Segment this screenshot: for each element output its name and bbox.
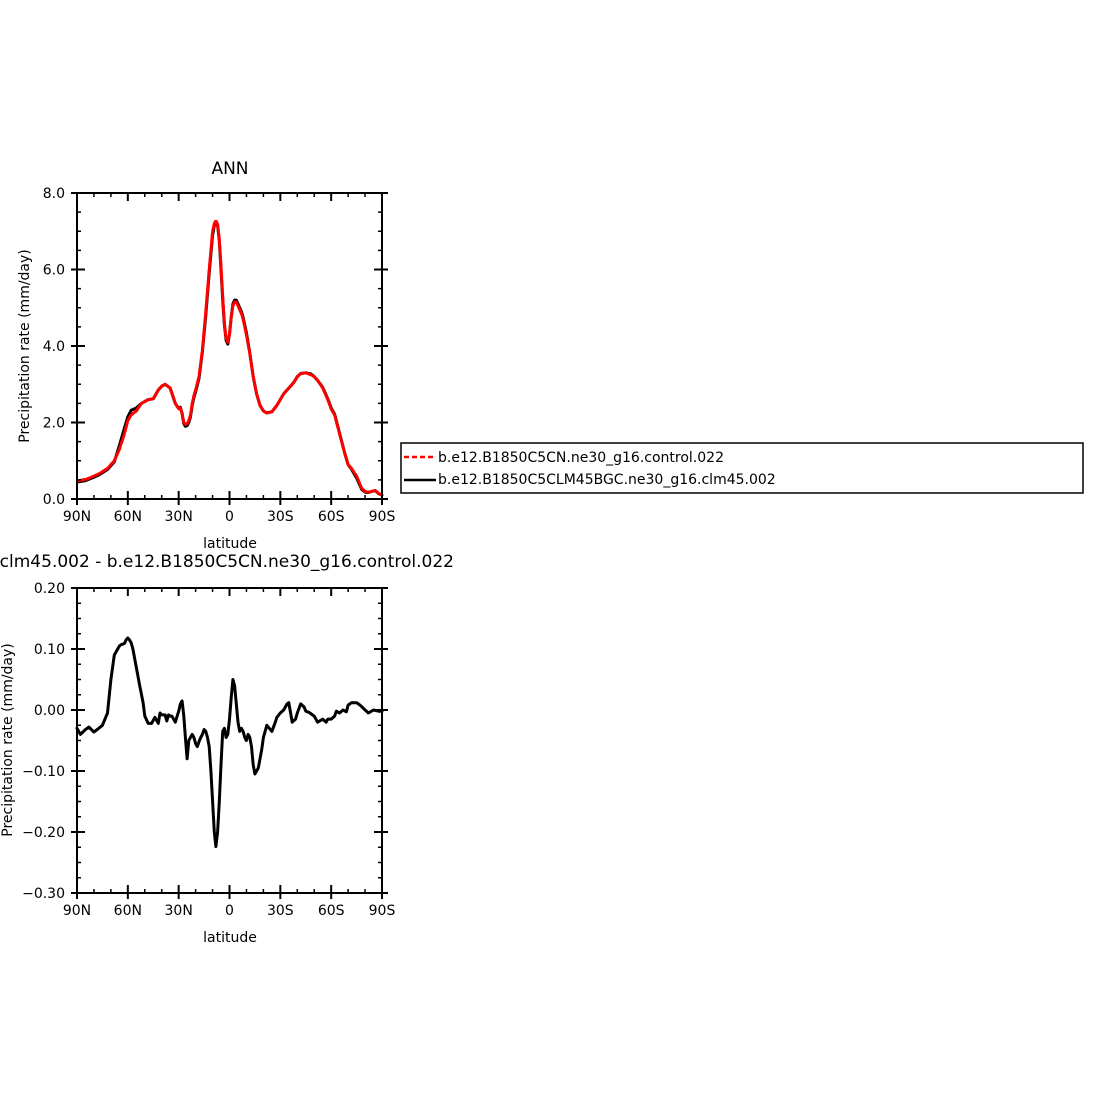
x-tick-label: 60S — [318, 509, 345, 525]
y-tick-label: 0.10 — [34, 642, 65, 658]
y-axis-label: Precipitation rate (mm/day) — [17, 249, 33, 443]
y-tick-label: −0.10 — [22, 764, 65, 780]
series-line-clm45 — [77, 220, 384, 497]
legend: b.e12.B1850C5CN.ne30_g16.control.022 b.e… — [400, 442, 1084, 494]
plot-frame — [76, 587, 383, 894]
mean-precipitation-panel: ANN 90N 60N 30N 0 30S 60S 90S 0.0 2.0 4.0 6.0 8.0 l… — [17, 159, 395, 552]
y-tick-label: 0.00 — [34, 703, 65, 719]
x-tick-label: 30N — [165, 903, 193, 919]
x-tick-label: 90S — [369, 509, 396, 525]
x-tick-label: 60S — [318, 903, 345, 919]
x-tick-label: 60N — [114, 903, 142, 919]
y-tick-label: 0.0 — [43, 492, 65, 508]
difference-panel: b.e12.B1850C5CLM45BGC.ne30_g16.clm45.002… — [0, 552, 454, 946]
legend-box — [400, 442, 1084, 494]
series-line-control — [77, 219, 384, 497]
x-tick-label: 90N — [63, 509, 91, 525]
x-tick-label: 0 — [225, 903, 234, 919]
y-tick-label: 2.0 — [43, 416, 65, 432]
x-tick-label: 30N — [165, 509, 193, 525]
y-axis-label: Precipitation rate (mm/day) — [0, 643, 16, 837]
series-line-difference — [75, 636, 384, 849]
x-axis-label: latitude — [203, 536, 257, 552]
x-axis-label: latitude — [203, 930, 257, 946]
y-tick-label: 0.20 — [34, 581, 65, 597]
legend-label-clm45: b.e12.B1850C5CLM45BGC.ne30_g16.clm45.002 — [438, 472, 776, 488]
x-tick-label: 90S — [369, 903, 396, 919]
plot-frame — [76, 192, 383, 500]
y-tick-label: −0.20 — [22, 825, 65, 841]
panel-title: ANN — [211, 159, 248, 179]
y-tick-label: 6.0 — [43, 263, 65, 279]
y-tick-label: 8.0 — [43, 186, 65, 202]
y-tick-label: −0.30 — [22, 886, 65, 902]
x-tick-label: 30S — [267, 509, 294, 525]
diff-panel-title: b.e12.B1850C5CLM45BGC.ne30_g16.clm45.002… — [0, 552, 454, 572]
x-tick-label: 30S — [267, 903, 294, 919]
y-tick-label: 4.0 — [43, 339, 65, 355]
legend-label-control: b.e12.B1850C5CN.ne30_g16.control.022 — [438, 450, 724, 466]
x-tick-label: 90N — [63, 903, 91, 919]
x-tick-label: 60N — [114, 509, 142, 525]
x-tick-label: 0 — [225, 509, 234, 525]
